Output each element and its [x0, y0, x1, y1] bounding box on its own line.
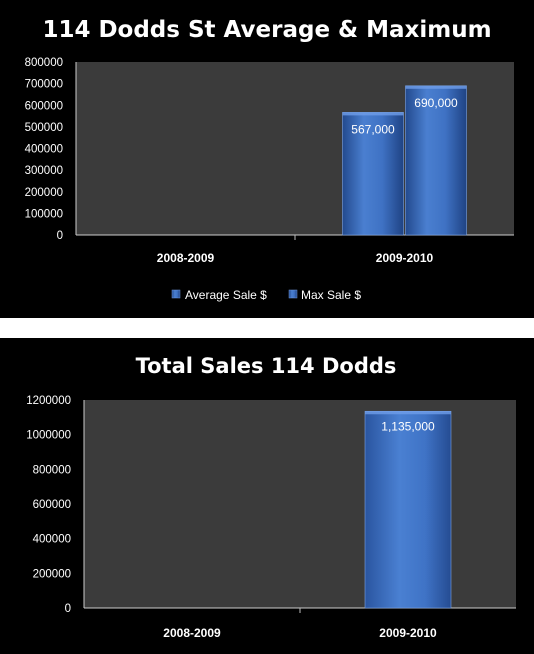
- y-tick-label: 0: [57, 230, 63, 242]
- data-label: 690,000: [414, 96, 458, 110]
- data-label: 1,135,000: [381, 419, 435, 433]
- bar: [405, 85, 467, 236]
- x-tick-label: 2008-2009: [163, 626, 221, 640]
- y-tick-label: 600000: [33, 499, 71, 511]
- chart-title: Total Sales 114 Dodds: [136, 354, 397, 378]
- chart-total-sales: Total Sales 114 Dodds 0 200000 400000 60000…: [26, 354, 516, 640]
- legend: Average Sale $ Max Sale $: [171, 288, 361, 302]
- bar: [364, 410, 452, 609]
- y-tick-label: 800000: [25, 57, 63, 69]
- legend-swatch-max: [288, 289, 298, 299]
- y-tick-label: 700000: [25, 79, 63, 91]
- chart-average-maximum: 114 Dodds St Average & Maximum 0 100000 20…: [25, 17, 514, 302]
- y-tick-label: 300000: [25, 165, 63, 177]
- bar-top-highlight: [405, 85, 467, 89]
- bar-top-highlight: [365, 411, 451, 415]
- x-tick-label: 2009-2010: [379, 626, 437, 640]
- y-tick-label: 400000: [25, 144, 63, 156]
- y-tick-label: 400000: [33, 534, 71, 546]
- legend-swatch-average: [171, 289, 181, 299]
- x-tick-label: 2009-2010: [376, 251, 434, 265]
- chart-title: 114 Dodds St Average & Maximum: [42, 17, 491, 43]
- data-label: 567,000: [351, 122, 395, 136]
- y-tick-label: 200000: [33, 568, 71, 580]
- y-tick-label: 600000: [25, 100, 63, 112]
- bar-top-highlight: [342, 112, 404, 116]
- y-tick-label: 0: [65, 603, 71, 615]
- y-tick-label: 1000000: [26, 430, 71, 442]
- y-tick-label: 200000: [25, 187, 63, 199]
- y-tick-label: 800000: [33, 464, 71, 476]
- legend-label-max: Max Sale $: [301, 288, 361, 302]
- y-tick-label: 1200000: [26, 395, 71, 407]
- y-tick-label: 100000: [25, 208, 63, 220]
- chart-panel-average-maximum: 114 Dodds St Average & Maximum 0 100000 20…: [0, 0, 534, 318]
- x-tick-label: 2008-2009: [157, 251, 215, 265]
- y-tick-label: 500000: [25, 122, 63, 134]
- legend-label-average: Average Sale $: [185, 288, 267, 302]
- bar: [342, 112, 404, 236]
- chart-panel-total-sales: Total Sales 114 Dodds 0 200000 400000 60000…: [0, 338, 534, 654]
